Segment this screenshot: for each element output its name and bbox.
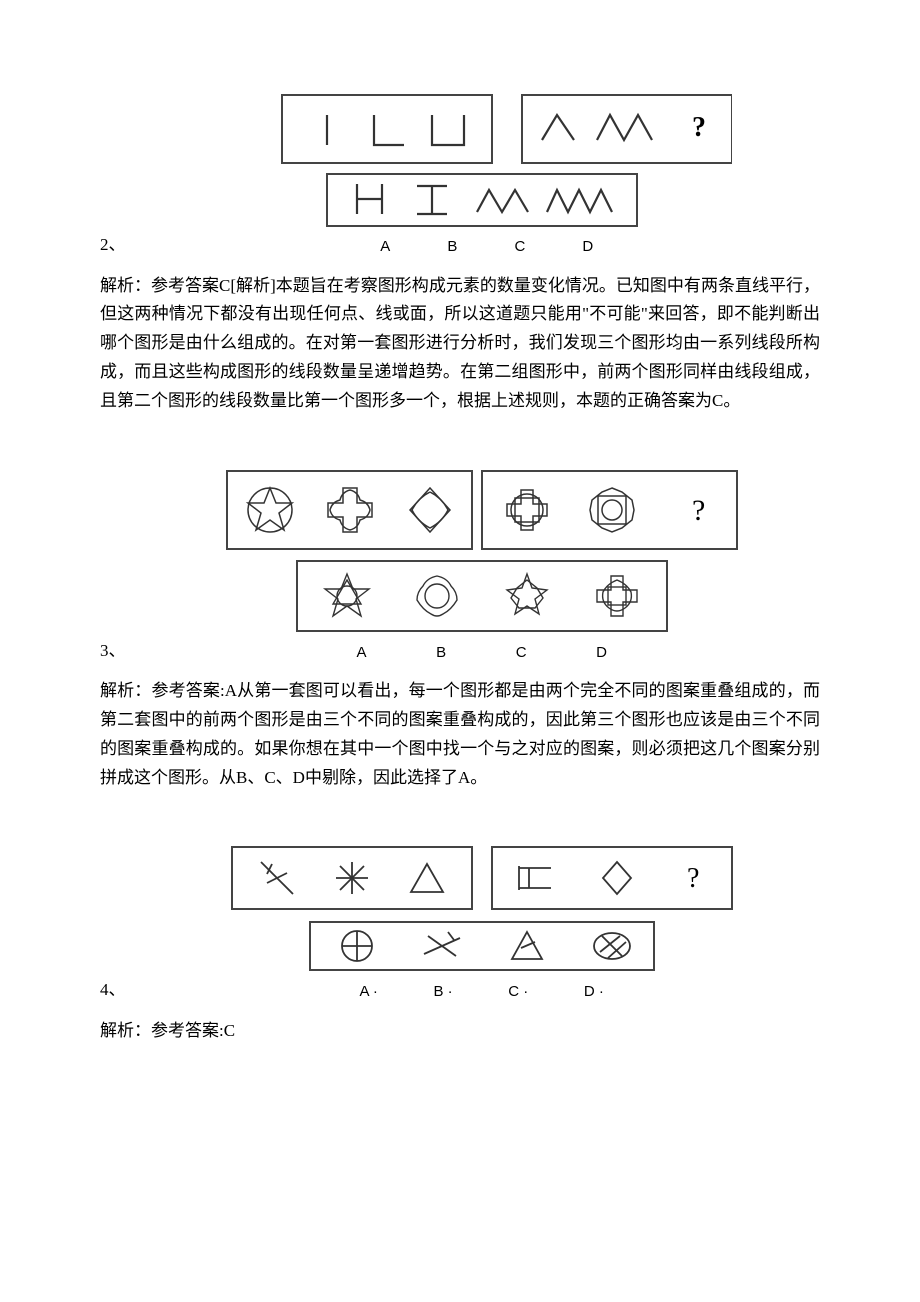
q4-top-svg: ? (222, 843, 742, 915)
q4-option-labels: A · B · C · D · (302, 979, 662, 1005)
q3-bottom-svg (292, 558, 672, 636)
q2-figure-row: 2、 ? (100, 90, 820, 260)
q4-bottom-svg (302, 919, 662, 975)
question-2: 2、 ? (100, 90, 820, 416)
svg-text:?: ? (692, 112, 706, 143)
q2-opt-c: C (514, 234, 525, 260)
q3-opt-d: D (596, 640, 607, 666)
q4-opt-a: A · (360, 979, 378, 1005)
q2-opt-b: B (447, 234, 457, 260)
svg-text:?: ? (687, 863, 699, 894)
q3-option-labels: A B C D (292, 640, 672, 666)
q4-opt-b: B · (434, 979, 453, 1005)
question-3: 3、 (100, 466, 820, 793)
q2-option-labels: A B C D (322, 234, 642, 260)
q2-bottom-svg (322, 172, 642, 230)
q3-opt-a: A (357, 640, 367, 666)
q3-top-svg: ? (222, 466, 742, 554)
q2-figure: ? A B C D (144, 90, 821, 260)
question-4: 4、 (100, 843, 820, 1045)
q2-explanation: 解析：参考答案C[解析]本题旨在考察图形构成元素的数量变化情况。已知图中有两条直… (100, 272, 820, 416)
q3-number: 3、 (100, 637, 126, 666)
q3-figure: ? (144, 466, 821, 666)
q2-opt-a: A (380, 234, 390, 260)
q3-explanation: 解析：参考答案:A从第一套图可以看出，每一个图形都是由两个完全不同的图案重叠组成… (100, 677, 820, 793)
svg-text:?: ? (692, 494, 705, 527)
q2-top-svg: ? (232, 90, 732, 168)
q4-opt-d: D · (584, 979, 604, 1005)
q3-opt-b: B (436, 640, 446, 666)
q2-opt-d: D (582, 234, 593, 260)
q4-figure-row: 4、 (100, 843, 820, 1005)
q3-figure-row: 3、 (100, 466, 820, 666)
q4-opt-c: C · (508, 979, 528, 1005)
q2-number: 2、 (100, 231, 126, 260)
q4-explanation: 解析：参考答案:C (100, 1017, 820, 1046)
q4-figure: ? (144, 843, 821, 1005)
q3-opt-c: C (516, 640, 527, 666)
q4-number: 4、 (100, 976, 126, 1005)
